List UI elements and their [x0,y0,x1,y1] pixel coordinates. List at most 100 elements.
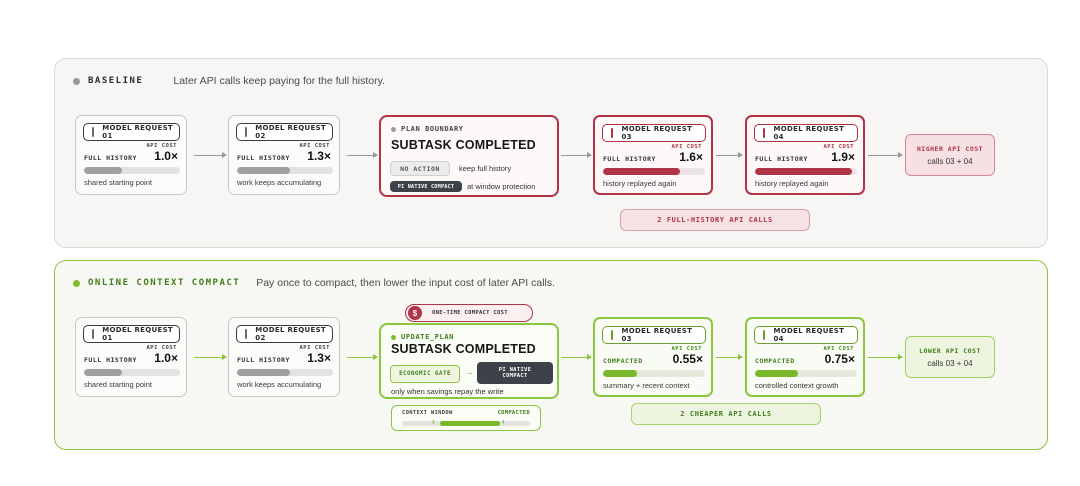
request-label-chip: MODEL REQUEST 03 [602,326,706,344]
flow-arrow [561,152,592,158]
history-bar-fill [237,167,290,174]
request-label-chip: MODEL REQUEST 01 [83,123,180,141]
flow-arrow [194,354,227,360]
api-cost-label: API COST [146,345,177,351]
pi-native-line2: COMPACT [502,373,528,379]
chip-bar-icon [763,128,766,138]
higher-api-cost-subtitle: calls 03 + 04 [927,156,973,166]
request-caption: work keeps accumulating [237,178,322,187]
pi-native-compact-pill: PI NATIVE COMPACT [390,181,462,192]
online-request-03-card: MODEL REQUEST 03 API COST COMPACTED 0.55… [593,317,713,397]
full-history-calls-band: 2 FULL-HISTORY API CALLS [620,209,810,231]
request-label: MODEL REQUEST 03 [621,327,693,343]
compacted-label: COMPACTED [497,410,530,416]
history-label: FULL HISTORY [237,356,290,364]
baseline-request-03-card: MODEL REQUEST 03 API COST FULL HISTORY 1… [593,115,713,195]
request-caption: shared starting point [84,178,152,187]
baseline-title: BASELINE [88,76,144,86]
plan-boundary-label: PLAN BOUNDARY [401,125,464,133]
flow-arrow [868,152,903,158]
history-label: FULL HISTORY [84,154,137,162]
api-cost-label: API COST [671,346,702,352]
update-plan-tag: UPDATE_PLAN [391,333,454,341]
history-bar-track [84,167,180,174]
history-label: FULL HISTORY [237,154,290,162]
request-label: MODEL REQUEST 04 [773,327,845,343]
online-header: ONLINE CONTEXT COMPACT Pay once to compa… [73,277,555,289]
request-caption: history replayed again [603,179,677,188]
online-request-01-card: MODEL REQUEST 01 API COST FULL HISTORY 1… [75,317,187,397]
flow-arrow [347,152,378,158]
request-label-chip: MODEL REQUEST 04 [754,326,858,344]
update-plan-dot-icon [391,334,396,340]
one-time-compact-cost-label: ONE-TIME COMPACT COST [432,310,508,316]
history-label: FULL HISTORY [755,155,808,163]
baseline-header: BASELINE Later API calls keep paying for… [73,75,385,87]
request-label-chip: MODEL REQUEST 01 [83,325,180,343]
online-request-04-card: MODEL REQUEST 04 API COST COMPACTED 0.75… [745,317,865,397]
lower-api-cost-title: LOWER API COST [919,346,981,355]
marker-right-icon: ‹ [502,417,505,426]
history-bar-fill [84,369,123,376]
subtask-completed-title: SUBTASK COMPLETED [391,342,536,356]
one-time-compact-cost-pill: $ ONE-TIME COMPACT COST [405,304,533,322]
cheaper-calls-band: 2 CHEAPER API CALLS [631,403,821,425]
flow-arrow [347,354,378,360]
flow-arrow [868,354,903,360]
baseline-dot-icon [73,77,80,85]
economic-gate-note: only when savings repay the write [391,387,504,396]
api-cost-label: API COST [299,143,330,149]
baseline-description: Later API calls keep paying for the full… [173,75,386,87]
baseline-panel: BASELINE Later API calls keep paying for… [54,58,1048,248]
cost-value: 1.0× [154,351,178,365]
request-label: MODEL REQUEST 01 [102,326,173,342]
history-bar-fill [603,370,637,377]
request-label-chip: MODEL REQUEST 02 [236,325,333,343]
pi-native-text: at window protection [467,182,536,191]
request-label: MODEL REQUEST 02 [255,124,326,140]
request-label-chip: MODEL REQUEST 04 [754,124,858,142]
history-bar-track [237,369,333,376]
marker-left-icon: › [432,417,435,426]
compacted-range [440,421,500,426]
request-label-chip: MODEL REQUEST 03 [602,124,706,142]
no-action-text: keep full history [459,164,512,173]
history-label: FULL HISTORY [84,356,137,364]
online-title: ONLINE CONTEXT COMPACT [88,278,241,288]
subtask-completed-title: SUBTASK COMPLETED [391,138,536,152]
cost-value: 1.0× [154,149,178,163]
cost-value: 1.6× [679,150,703,164]
history-bar-track [755,370,857,377]
cost-value: 0.55× [672,352,703,366]
cost-value: 1.9× [831,150,855,164]
request-label: MODEL REQUEST 04 [773,125,845,141]
request-caption: work keeps accumulating [237,380,322,389]
chip-bar-icon [92,127,95,137]
chip-bar-icon [92,329,95,339]
request-caption: summary + recent context [603,381,690,390]
cost-value: 1.3× [307,351,331,365]
chip-bar-icon [245,329,248,339]
request-label: MODEL REQUEST 01 [102,124,173,140]
request-label: MODEL REQUEST 03 [621,125,693,141]
online-request-02-card: MODEL REQUEST 02 API COST FULL HISTORY 1… [228,317,340,397]
flow-arrow [194,152,227,158]
api-cost-label: API COST [823,346,854,352]
arrow-right-icon: → [464,367,474,378]
online-update-plan-card: UPDATE_PLAN SUBTASK COMPLETED ECONOMIC G… [379,323,559,399]
flow-arrow [716,152,743,158]
lower-api-cost-subtitle: calls 03 + 04 [927,358,973,368]
online-description: Pay once to compact, then lower the inpu… [256,277,556,289]
flow-arrow [561,354,592,360]
api-cost-label: API COST [823,144,854,150]
update-plan-label: UPDATE_PLAN [401,333,454,341]
history-label: COMPACTED [755,357,795,365]
chip-bar-icon [611,330,614,340]
baseline-request-02-card: MODEL REQUEST 02 API COST FULL HISTORY 1… [228,115,340,195]
flow-arrow [716,354,743,360]
history-bar-fill [603,168,680,175]
boundary-dot-icon [391,126,396,132]
request-label: MODEL REQUEST 02 [255,326,326,342]
cost-value: 0.75× [824,352,855,366]
baseline-plan-boundary-card: PLAN BOUNDARY SUBTASK COMPLETED NO ACTIO… [379,115,559,197]
